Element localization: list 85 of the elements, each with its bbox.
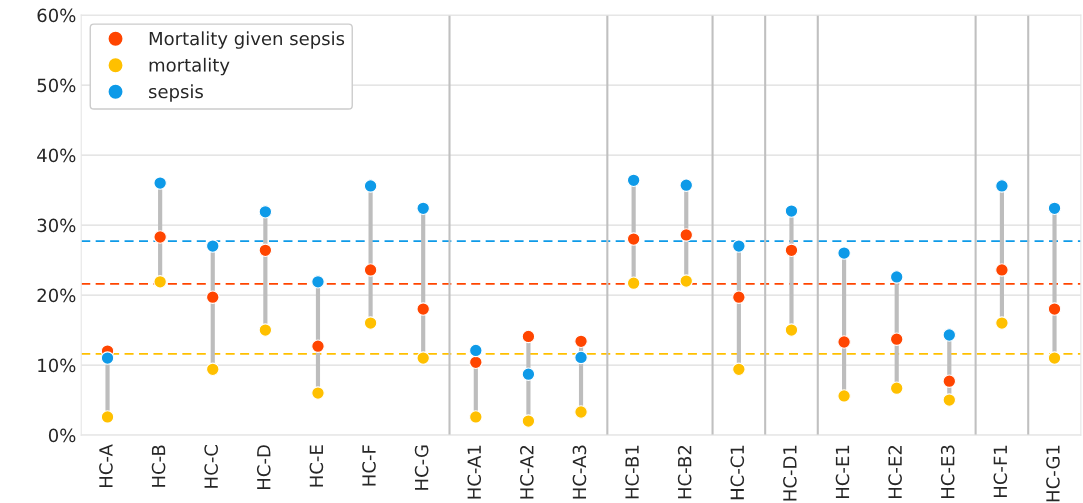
point bbox=[889, 270, 904, 284]
x-tick-label: HC-E3 bbox=[940, 445, 955, 498]
point bbox=[942, 393, 957, 407]
point bbox=[469, 410, 483, 424]
point bbox=[574, 405, 588, 419]
point bbox=[469, 343, 483, 358]
point bbox=[205, 290, 220, 304]
x-tick-label: HC-B1 bbox=[625, 445, 639, 499]
point bbox=[100, 351, 115, 365]
point bbox=[311, 386, 325, 400]
point bbox=[732, 239, 746, 253]
point bbox=[205, 362, 220, 377]
x-tick-label: HC-E1 bbox=[835, 445, 850, 498]
point bbox=[1047, 351, 1062, 365]
y-tick-label: 30% bbox=[37, 218, 76, 233]
point bbox=[574, 350, 588, 365]
x-tick-label: HC-A bbox=[99, 444, 113, 487]
point bbox=[363, 179, 378, 193]
point bbox=[732, 362, 746, 377]
point bbox=[889, 332, 904, 346]
y-tick-label: 40% bbox=[37, 148, 76, 163]
x-tick-label: HC-C bbox=[204, 445, 218, 488]
x-tick-label: HC-A2 bbox=[520, 445, 534, 499]
point bbox=[521, 414, 536, 428]
point bbox=[889, 381, 904, 395]
point bbox=[469, 355, 483, 370]
x-tick-label: HC-A3 bbox=[572, 445, 587, 499]
x-tick-label: HC-B2 bbox=[677, 445, 692, 499]
point bbox=[100, 410, 115, 424]
point bbox=[416, 302, 430, 316]
point bbox=[626, 232, 641, 246]
y-tick-label: 20% bbox=[37, 288, 76, 303]
point bbox=[521, 329, 536, 344]
point bbox=[311, 339, 325, 353]
x-tick-label: HC-F1 bbox=[993, 445, 1008, 497]
y-tick-label: 50% bbox=[37, 78, 76, 93]
point bbox=[732, 290, 746, 304]
x-tick-label: HC-D1 bbox=[783, 445, 797, 501]
point bbox=[995, 316, 1009, 330]
point bbox=[784, 204, 799, 218]
point bbox=[153, 275, 167, 289]
point bbox=[679, 178, 694, 192]
x-tick-label: HC-D bbox=[256, 445, 271, 489]
point bbox=[942, 374, 957, 388]
x-tick-label: HC-G bbox=[414, 445, 429, 490]
point bbox=[363, 263, 378, 277]
x-tick-label: HC-C1 bbox=[730, 445, 745, 500]
point bbox=[784, 323, 799, 337]
point bbox=[574, 334, 588, 349]
point bbox=[1047, 201, 1062, 216]
legend-label: sepsis bbox=[149, 84, 203, 102]
point bbox=[416, 201, 430, 216]
point bbox=[679, 228, 694, 242]
x-tick-label: HC-E bbox=[309, 445, 324, 487]
point bbox=[153, 176, 167, 190]
y-tick-label: 60% bbox=[37, 8, 76, 23]
point bbox=[837, 389, 851, 403]
x-tick-label: HC-F bbox=[362, 445, 376, 486]
point bbox=[363, 316, 378, 330]
point bbox=[942, 328, 957, 342]
point bbox=[258, 323, 273, 337]
point bbox=[258, 205, 273, 219]
point bbox=[153, 230, 167, 244]
point bbox=[1047, 302, 1062, 316]
x-tick-label: HC-A1 bbox=[467, 445, 482, 499]
point bbox=[311, 275, 325, 289]
point bbox=[258, 243, 273, 258]
point bbox=[679, 274, 694, 288]
point bbox=[626, 276, 641, 290]
legend-label: mortality bbox=[149, 57, 230, 76]
legend-label: Mortality given sepsis bbox=[149, 31, 345, 49]
point bbox=[416, 351, 430, 365]
point bbox=[521, 367, 536, 381]
y-tick-label: 10% bbox=[38, 358, 76, 373]
x-tick-label: HC-E2 bbox=[888, 445, 902, 498]
point bbox=[626, 173, 641, 188]
point bbox=[837, 246, 851, 260]
y-tick-label: 0% bbox=[48, 428, 76, 443]
point bbox=[995, 263, 1009, 277]
x-tick-label: HC-B bbox=[151, 445, 166, 487]
point bbox=[995, 179, 1009, 193]
point bbox=[784, 243, 799, 258]
x-tick-label: HC-G1 bbox=[1046, 445, 1060, 502]
point bbox=[837, 335, 851, 349]
point bbox=[205, 239, 220, 253]
